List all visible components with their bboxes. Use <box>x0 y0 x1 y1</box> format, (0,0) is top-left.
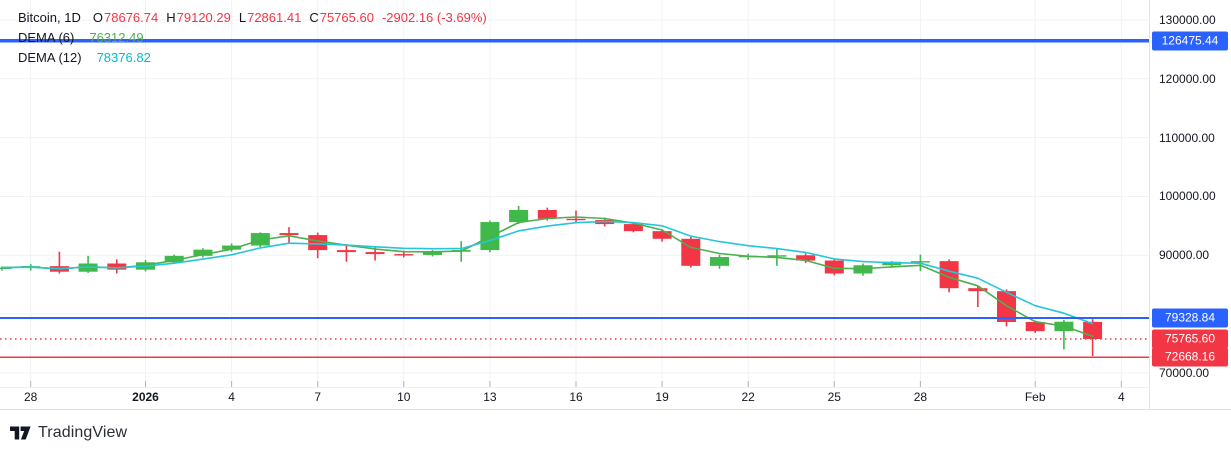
candle-body <box>164 255 184 263</box>
time-axis-label: 28 <box>24 390 38 404</box>
candle-body <box>796 255 816 261</box>
candle-body <box>193 249 213 256</box>
time-axis-label: 22 <box>741 390 755 404</box>
price-axis-label: 90000.00 <box>1159 248 1210 263</box>
candle-body <box>537 209 557 219</box>
tradingview-logo-icon[interactable] <box>10 426 31 440</box>
time-axis-label: 19 <box>655 390 669 404</box>
footer: TradingView <box>10 420 127 446</box>
ohlc-low: L72861.41 <box>238 10 302 25</box>
price-axis-label: 70000.00 <box>1159 365 1210 380</box>
candle-body <box>308 235 328 251</box>
time-axis-label: 10 <box>397 390 411 404</box>
ohlc-open: O78676.74 <box>92 10 159 25</box>
dema-12-line <box>1 220 1094 325</box>
candle-body <box>222 245 242 250</box>
candle-body <box>107 263 127 270</box>
candle-body <box>509 209 529 223</box>
time-axis-label: 13 <box>483 390 497 404</box>
candle-body <box>824 260 844 274</box>
indicator-value: 78376.82 <box>96 50 151 65</box>
indicator-name: DEMA (6) <box>18 30 75 45</box>
price-axis-label: 120000.00 <box>1159 71 1216 86</box>
symbol-legend-row[interactable]: Bitcoin, 1D O78676.74 H79120.29 L72861.4… <box>18 8 487 28</box>
candle-body <box>652 231 672 239</box>
time-axis-label: 4 <box>228 390 235 404</box>
time-axis-label: 16 <box>569 390 583 404</box>
indicator-legend-row-dema12[interactable]: DEMA (12) 78376.82 <box>18 48 487 68</box>
ohlc-high: H79120.29 <box>166 10 231 25</box>
axis-separator <box>0 409 1231 410</box>
candle-body <box>968 288 988 292</box>
candle-body <box>767 255 787 257</box>
ohlc-close: C75765.60 <box>309 10 374 25</box>
price-badge: 72668.16 <box>1152 347 1228 367</box>
candle-body <box>365 252 385 255</box>
time-axis-label: 4 <box>1117 390 1125 404</box>
time-axis-label: 2026 <box>132 390 159 404</box>
price-scale[interactable]: 130000.00 120000.00 110000.00 100000.00 9000… <box>1149 0 1231 410</box>
price-axis-label: 110000.00 <box>1159 130 1215 145</box>
candle-body <box>423 251 442 255</box>
candle-body <box>910 261 930 263</box>
price-axis-label: 100000.00 <box>1159 189 1216 204</box>
candle-body <box>279 233 299 236</box>
time-axis-label: 7 <box>314 390 322 404</box>
indicator-name: DEMA (12) <box>18 50 82 65</box>
time-axis-label: Feb <box>1024 390 1046 404</box>
candle-body <box>710 257 729 266</box>
candle-body <box>1025 322 1045 332</box>
tradingview-wordmark[interactable]: TradingView <box>38 424 128 441</box>
dema-6-line <box>1 216 1094 338</box>
time-axis-label: 25 <box>827 390 841 404</box>
candle-body <box>336 250 356 253</box>
candle-body <box>566 218 586 221</box>
candle-body <box>681 238 701 266</box>
legend: Bitcoin, 1D O78676.74 H79120.29 L72861.4… <box>18 8 487 68</box>
change-value: -2902.16 (-3.69%) <box>381 10 487 25</box>
candle-body <box>394 254 414 256</box>
indicator-legend-row-dema6[interactable]: DEMA (6) 76312.49 <box>18 28 487 48</box>
candle-body <box>623 224 643 232</box>
candle-body <box>939 261 959 289</box>
price-badge: 79328.84 <box>1152 308 1228 328</box>
time-axis-label: 28 <box>913 390 928 404</box>
price-badge: 75765.60 <box>1152 329 1228 349</box>
symbol-title: Bitcoin, 1D <box>18 10 81 25</box>
indicator-value: 76312.49 <box>89 30 144 45</box>
chart-pane[interactable] <box>0 0 1149 410</box>
price-badge: 126475.44 <box>1152 31 1228 51</box>
price-axis-label: 130000.00 <box>1159 12 1216 27</box>
time-scale[interactable]: 28 2026 4 7 10 13 16 19 22 25 28 Feb 4 <box>0 387 1149 409</box>
